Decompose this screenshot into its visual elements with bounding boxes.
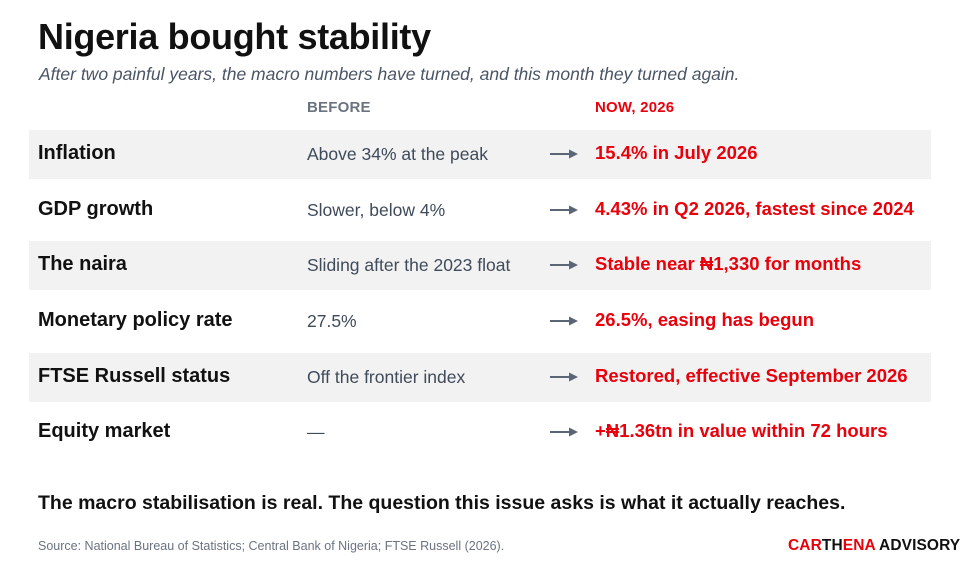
table-row: Inflation Above 34% at the peak 15.4% in… bbox=[29, 130, 931, 179]
right-arrow-icon bbox=[550, 149, 578, 159]
brand-part: CAR bbox=[788, 537, 822, 554]
column-header-now: NOW, 2026 bbox=[595, 99, 675, 116]
source-note: Source: National Bureau of Statistics; C… bbox=[38, 539, 505, 553]
brand-part: ENA bbox=[842, 537, 876, 554]
row-metric: GDP growth bbox=[38, 197, 154, 220]
row-metric: Equity market bbox=[38, 420, 171, 443]
brand-part: ADVISORY bbox=[875, 537, 960, 554]
row-before-value: — bbox=[307, 422, 325, 443]
right-arrow-icon bbox=[550, 316, 578, 326]
row-metric: FTSE Russell status bbox=[38, 364, 231, 387]
row-metric: The naira bbox=[38, 253, 127, 276]
row-now-value: +₦1.36tn in value within 72 hours bbox=[595, 420, 888, 442]
right-arrow-icon bbox=[550, 372, 578, 382]
table-row: The naira Sliding after the 2023 float S… bbox=[29, 241, 931, 291]
table-row: Equity market — +₦1.36tn in value within… bbox=[29, 408, 931, 457]
row-before-value: 27.5% bbox=[307, 311, 357, 332]
row-metric: Monetary policy rate bbox=[38, 309, 233, 332]
right-arrow-icon bbox=[550, 427, 578, 437]
right-arrow-icon bbox=[550, 260, 578, 270]
right-arrow-icon bbox=[550, 205, 578, 215]
key-takeaway: The macro stabilisation is real. The que… bbox=[38, 492, 846, 514]
row-metric: Inflation bbox=[38, 142, 116, 164]
column-header-before: BEFORE bbox=[307, 99, 371, 116]
row-before-value: Above 34% at the peak bbox=[307, 144, 488, 164]
row-now-value: 15.4% in July 2026 bbox=[595, 142, 758, 163]
brand-part: TH bbox=[821, 537, 843, 554]
page-title: Nigeria bought stability bbox=[38, 16, 431, 57]
row-now-value: Restored, effective September 2026 bbox=[595, 364, 908, 386]
table-row: FTSE Russell status Off the frontier ind… bbox=[29, 352, 931, 402]
brand-logo: CARTHENA ADVISORY bbox=[788, 537, 960, 555]
row-before-value: Off the frontier index bbox=[307, 366, 466, 387]
table-row: Monetary policy rate 27.5% 26.5%, easing… bbox=[29, 297, 931, 346]
table-row: GDP growth Slower, below 4% 4.43% in Q2 … bbox=[29, 186, 931, 235]
row-now-value: 26.5%, easing has begun bbox=[595, 309, 814, 331]
row-before-value: Sliding after the 2023 float bbox=[307, 255, 511, 276]
comparison-table: Inflation Above 34% at the peak 15.4% in… bbox=[29, 130, 931, 464]
page-subtitle: After two painful years, the macro numbe… bbox=[39, 64, 740, 84]
row-now-value: Stable near ₦1,330 for months bbox=[595, 253, 862, 275]
row-now-value: 4.43% in Q2 2026, fastest since 2024 bbox=[595, 197, 914, 219]
row-before-value: Slower, below 4% bbox=[307, 199, 446, 220]
